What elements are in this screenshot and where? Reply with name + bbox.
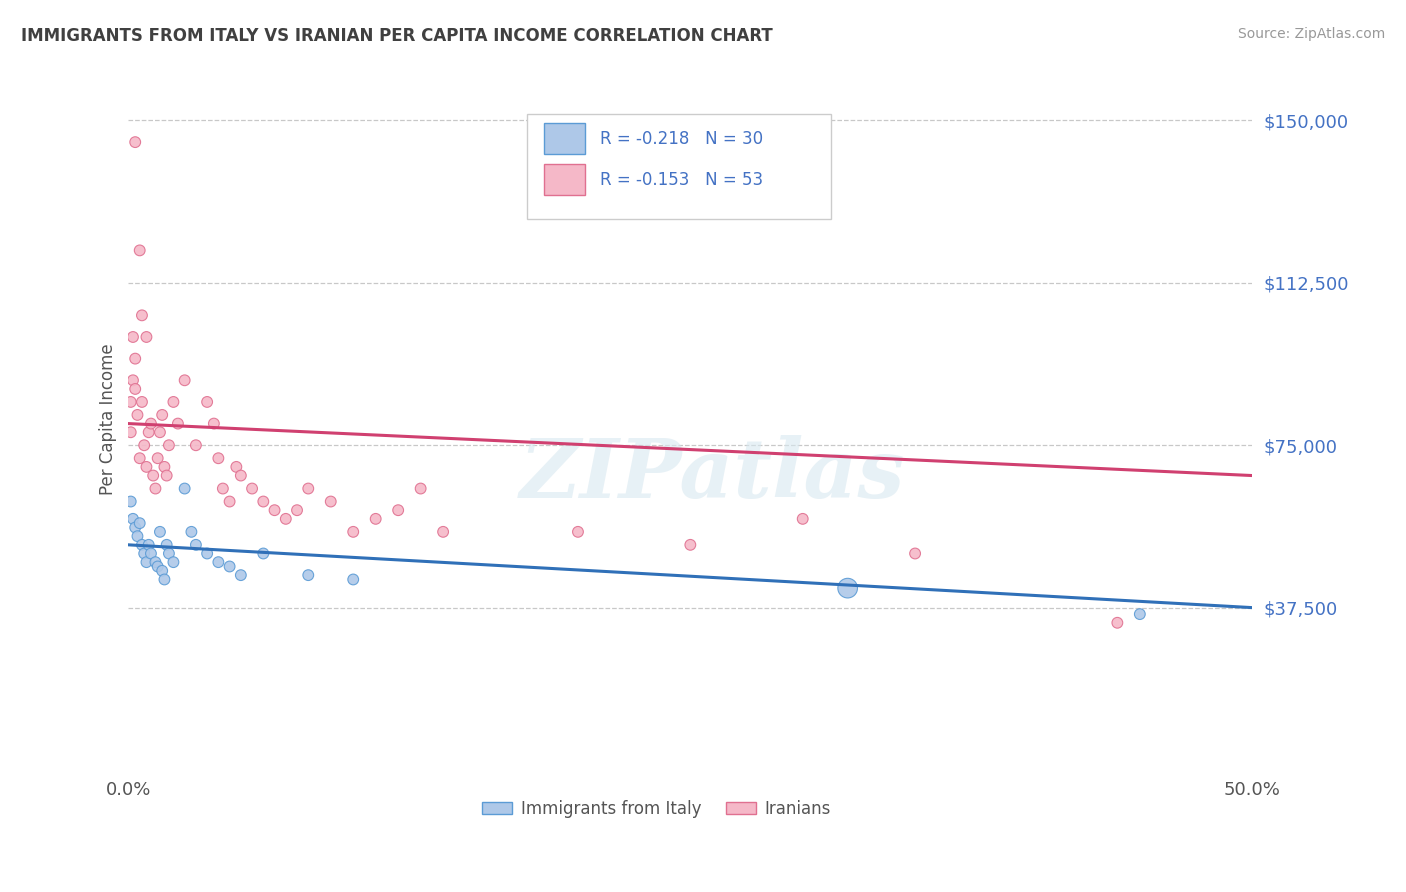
Point (134, 547, 156, 561)
Point (124, 351, 146, 366)
Point (139, 417, 162, 431)
Point (1107, 615, 1129, 630)
Point (904, 547, 927, 561)
Point (135, 459, 157, 474)
Point (124, 135, 146, 149)
Point (212, 482, 235, 496)
Point (145, 482, 167, 496)
Point (149, 425, 172, 440)
Point (218, 559, 240, 574)
Point (128, 244, 150, 258)
Point (122, 330, 145, 344)
Point (285, 503, 308, 517)
Point (139, 547, 162, 561)
Point (162, 395, 184, 409)
Point (128, 516, 150, 531)
Point (146, 451, 169, 466)
Point (180, 524, 202, 539)
Point (142, 468, 165, 483)
Point (207, 451, 229, 466)
Point (128, 451, 150, 466)
Point (409, 482, 432, 496)
Point (124, 382, 146, 396)
Point (252, 547, 274, 561)
Point (127, 529, 149, 543)
Point (274, 512, 297, 526)
Point (131, 538, 153, 552)
Point (679, 538, 702, 552)
Point (145, 555, 167, 569)
Point (387, 503, 409, 517)
FancyBboxPatch shape (544, 164, 585, 194)
Text: R = -0.218   N = 30: R = -0.218 N = 30 (600, 130, 763, 148)
Point (263, 503, 285, 517)
Point (432, 524, 454, 539)
Point (122, 512, 145, 526)
FancyBboxPatch shape (527, 114, 831, 219)
Point (120, 494, 142, 508)
Point (120, 425, 142, 440)
Point (153, 459, 176, 474)
Point (122, 373, 145, 387)
Point (150, 564, 173, 578)
Point (297, 482, 319, 496)
Point (135, 555, 157, 569)
Point (184, 538, 207, 552)
Point (135, 330, 157, 344)
Point (195, 547, 218, 561)
Point (567, 524, 589, 539)
Point (157, 438, 180, 452)
Point (167, 417, 190, 431)
Point (252, 494, 274, 508)
Point (342, 573, 364, 587)
Point (138, 538, 160, 552)
Point (156, 468, 179, 483)
Point (162, 555, 184, 569)
Text: ZIPatlas: ZIPatlas (520, 435, 905, 516)
Point (319, 494, 342, 508)
Legend: Immigrants from Italy, Iranians: Immigrants from Italy, Iranians (475, 794, 838, 825)
Point (173, 482, 195, 496)
Point (124, 520, 146, 534)
Point (225, 459, 247, 474)
Point (342, 524, 364, 539)
Text: IMMIGRANTS FROM ITALY VS IRANIAN PER CAPITA INCOME CORRELATION CHART: IMMIGRANTS FROM ITALY VS IRANIAN PER CAP… (21, 27, 773, 45)
Point (184, 438, 207, 452)
Point (134, 438, 156, 452)
Point (207, 555, 229, 569)
Point (240, 482, 263, 496)
Point (364, 512, 387, 526)
Point (127, 408, 149, 422)
Point (229, 468, 252, 483)
Point (202, 417, 225, 431)
Point (792, 512, 814, 526)
Point (173, 373, 195, 387)
Point (153, 573, 176, 587)
Y-axis label: Per Capita Income: Per Capita Income (100, 343, 117, 495)
Point (146, 559, 169, 574)
Point (138, 425, 160, 440)
Point (195, 395, 218, 409)
Point (120, 395, 142, 409)
Point (149, 524, 172, 539)
Point (157, 547, 180, 561)
Point (131, 309, 153, 323)
FancyBboxPatch shape (544, 123, 585, 154)
Point (1129, 607, 1152, 621)
Point (218, 494, 240, 508)
Point (229, 568, 252, 582)
Point (837, 581, 859, 595)
Point (156, 538, 179, 552)
Point (131, 395, 153, 409)
Point (297, 568, 319, 582)
Text: R = -0.153   N = 53: R = -0.153 N = 53 (600, 171, 763, 189)
Point (150, 408, 173, 422)
Text: Source: ZipAtlas.com: Source: ZipAtlas.com (1237, 27, 1385, 41)
